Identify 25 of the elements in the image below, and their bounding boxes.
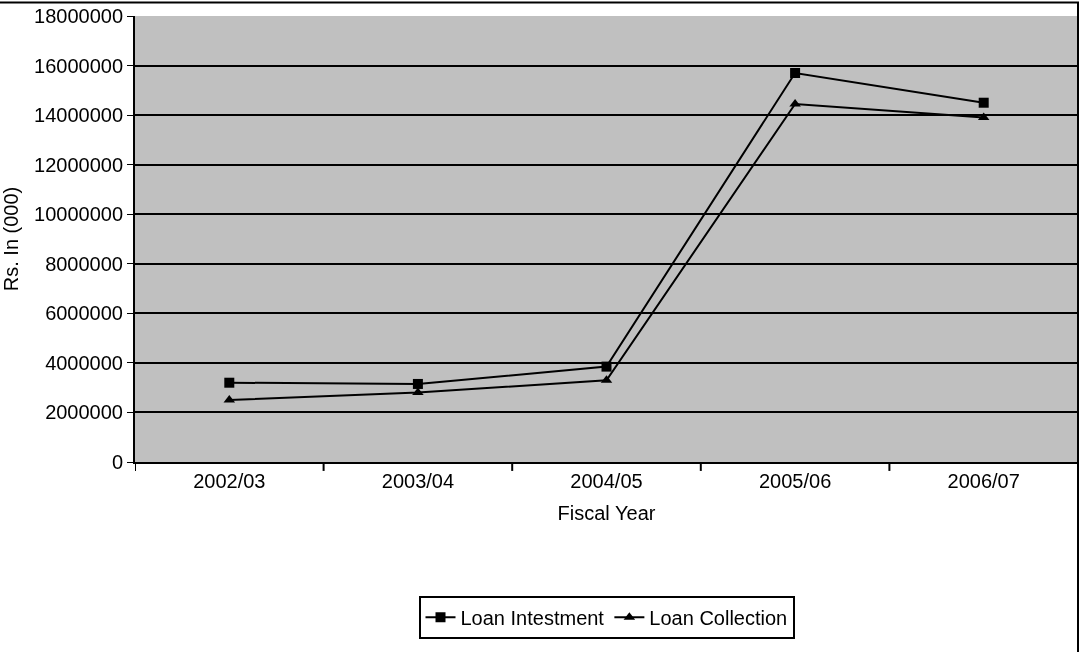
x-tick-label: 2004/05 xyxy=(570,470,643,492)
point xyxy=(224,377,235,388)
legend-label: Loan Collection xyxy=(649,607,788,630)
y-tick-label: 18000000 xyxy=(34,5,123,27)
point xyxy=(601,361,612,372)
x-tick-label: 2002/03 xyxy=(193,470,266,492)
y-tick-label: 2000000 xyxy=(45,401,123,424)
x-tick-label: 2003/04 xyxy=(381,470,455,492)
point xyxy=(790,67,801,78)
x-tick-label: 2006/07 xyxy=(947,470,1020,492)
y-tick-label: 0 xyxy=(111,451,123,473)
legend-label: Loan Intestment xyxy=(460,607,605,630)
y-axis-title: Rs. In (000) xyxy=(0,186,22,292)
x-axis-title: Fiscal Year xyxy=(557,502,656,524)
y-tick-label: 14000000 xyxy=(34,104,123,127)
point xyxy=(978,97,989,108)
y-tick-label: 8000000 xyxy=(45,252,123,275)
point xyxy=(412,387,424,396)
y-tick-label: 6000000 xyxy=(45,302,123,325)
y-tick-label: 4000000 xyxy=(45,351,123,374)
y-tick-label: 10000000 xyxy=(34,203,123,226)
y-tick-label: 12000000 xyxy=(34,153,123,176)
point xyxy=(412,378,423,389)
x-tick-label: 2005/06 xyxy=(758,470,832,492)
y-tick-label: 16000000 xyxy=(34,54,123,77)
